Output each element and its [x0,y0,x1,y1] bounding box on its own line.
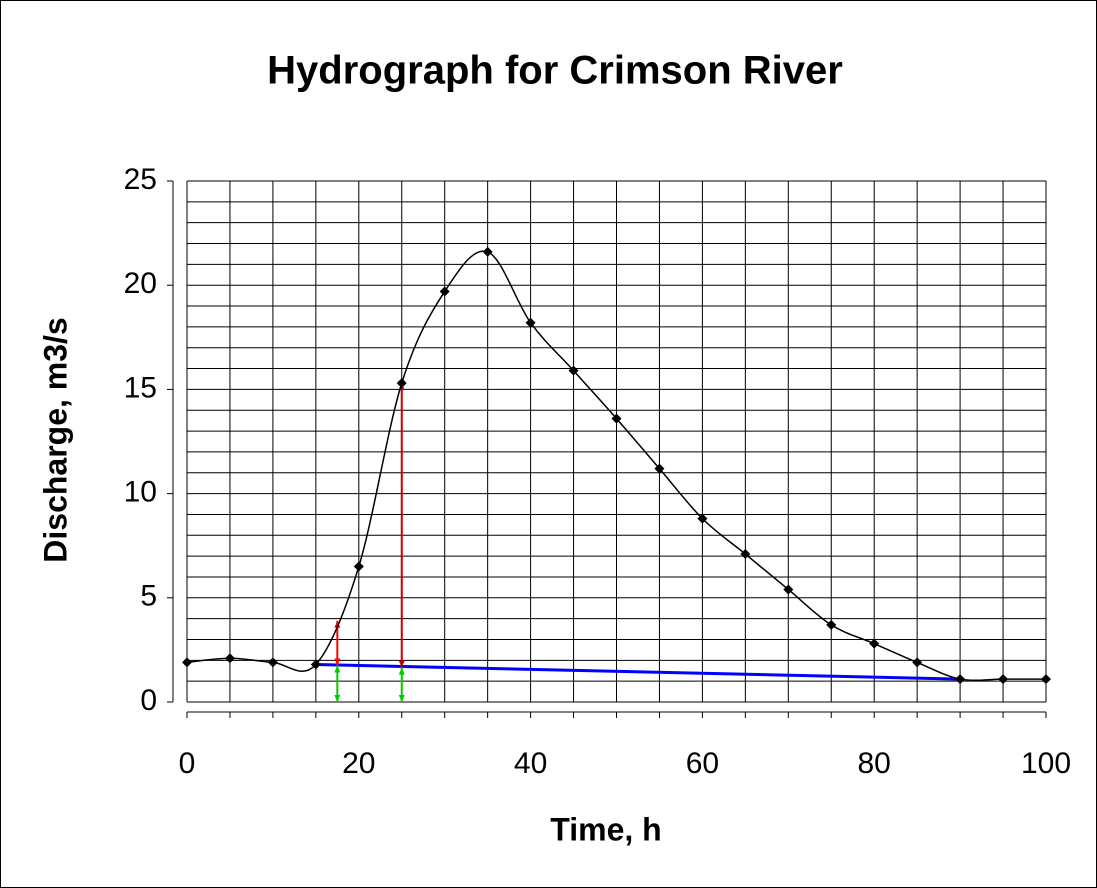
data-point [568,365,579,376]
y-tick-label: 20 [124,267,157,300]
data-point [912,657,923,668]
arrow-head [398,660,405,668]
data-point [267,657,278,668]
arrow-head [334,695,341,702]
data-point [1041,674,1051,685]
data-point [955,674,966,685]
x-tick-label: 20 [342,747,375,780]
arrow-head [334,665,341,673]
arrow-head [398,667,405,675]
baseflow-line [315,662,961,681]
x-tick-label: 0 [179,747,196,780]
x-tick-label: 60 [686,747,719,780]
data-point [740,549,751,560]
data-point [783,584,794,595]
data-point [525,317,536,328]
x-axis-label: Time, h [550,811,661,847]
data-point [998,674,1009,685]
data-point [396,378,407,389]
data-point [353,561,364,572]
y-tick-label: 25 [124,163,157,196]
data-point [310,659,321,670]
arrow-head [334,620,341,628]
y-tick-label: 0 [140,684,157,717]
arrow-head [398,695,405,702]
y-axis-label: Discharge, m3/s [37,317,73,562]
data-point [697,513,708,524]
chart-title: Hydrograph for Crimson River [267,49,843,93]
y-tick-label: 10 [124,476,157,509]
arrow-head [334,658,341,666]
y-tick-label: 15 [124,371,157,404]
series-line [186,250,1046,682]
data-point [224,653,235,664]
x-tick-label: 80 [858,747,891,780]
y-tick-label: 5 [140,580,157,613]
x-tick-label: 100 [1021,747,1071,780]
data-point [439,286,450,297]
data-point [482,246,493,257]
data-point [869,638,880,649]
data-point [654,463,665,474]
data-point [826,619,837,630]
data-point [182,657,192,668]
data-point [611,413,622,424]
x-tick-label: 40 [514,747,547,780]
